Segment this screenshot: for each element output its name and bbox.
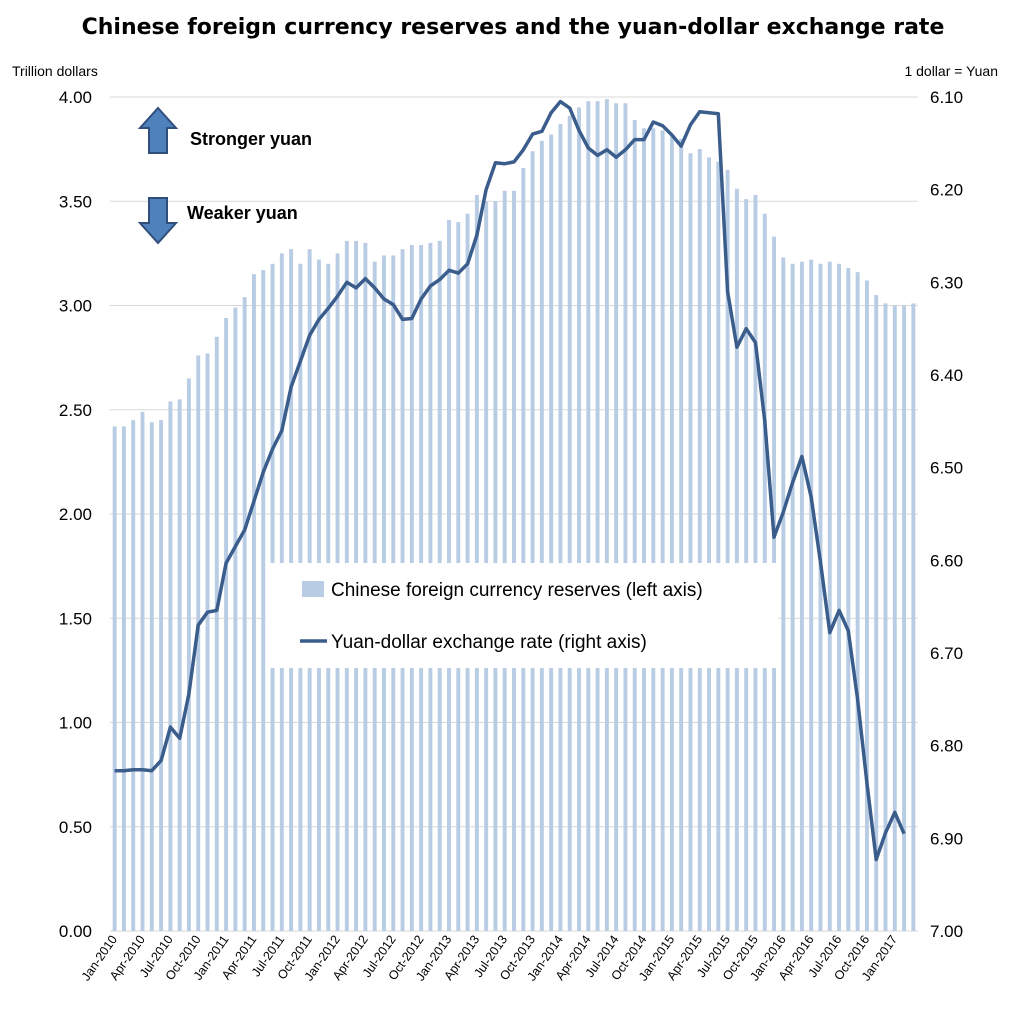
- reserve-bar: [874, 295, 879, 932]
- reserve-bar: [679, 138, 684, 931]
- reserve-bar: [595, 101, 600, 932]
- exchange-rate-line-layer: [114, 99, 906, 862]
- left-tick-label: 2.00: [59, 505, 92, 524]
- reserve-bar: [177, 399, 182, 932]
- left-tick-label: 0.00: [59, 922, 92, 941]
- reserve-bar: [669, 136, 674, 931]
- reserve-bar: [697, 149, 702, 932]
- stronger-yuan-label: Stronger yuan: [190, 129, 312, 149]
- x-axis-ticks: Jan-2010Apr-2010Jul-2010Oct-2010Jan-2011…: [79, 933, 901, 984]
- reserve-bar: [261, 270, 266, 931]
- reserve-bar: [911, 303, 916, 931]
- left-tick-label: 3.50: [59, 192, 92, 211]
- legend-line-label: Yuan-dollar exchange rate (right axis): [331, 632, 647, 653]
- right-tick-label: 6.90: [930, 829, 963, 848]
- reserve-bar: [864, 280, 869, 932]
- reserve-bar: [902, 305, 907, 931]
- reserve-bar: [809, 259, 814, 931]
- reserve-bar: [632, 119, 637, 932]
- reserve-bar: [121, 426, 126, 931]
- left-axis-label: Trillion dollars: [12, 63, 98, 79]
- reserve-bar: [604, 99, 609, 931]
- reserve-bar: [233, 307, 238, 932]
- reserve-bar: [502, 190, 507, 931]
- reserve-bar: [855, 272, 860, 931]
- legend-bar-swatch: [302, 581, 324, 597]
- left-tick-label: 4.00: [59, 88, 92, 107]
- reserve-bar: [725, 169, 730, 932]
- right-tick-label: 7.00: [930, 922, 963, 941]
- annotation-stronger: Stronger yuan: [137, 106, 312, 154]
- reserve-bar: [818, 263, 823, 931]
- right-tick-label: 6.70: [930, 644, 963, 663]
- legend: Chinese foreign currency reserves (left …: [300, 580, 703, 653]
- reserve-bar: [642, 128, 646, 931]
- right-axis-label: 1 dollar = Yuan: [904, 63, 998, 79]
- reserve-bar: [549, 134, 554, 931]
- left-axis-ticks: 0.00 0.50 1.00 1.50 2.00 2.50 3.00 3.50 4.00: [59, 88, 92, 941]
- reserve-bar: [112, 426, 117, 931]
- left-tick-label: 2.50: [59, 401, 92, 420]
- reserve-bar: [651, 128, 656, 931]
- reserve-bar: [131, 420, 136, 931]
- reserve-bar: [530, 151, 535, 931]
- reserve-bar: [734, 188, 739, 932]
- reserve-bar: [558, 124, 563, 932]
- reserve-bar: [539, 140, 544, 931]
- reserve-bar: [140, 411, 145, 932]
- legend-box: [266, 563, 778, 668]
- left-tick-label: 1.50: [59, 609, 92, 628]
- legend-background-layer: [266, 563, 778, 668]
- exchange-rate-line: [114, 99, 906, 862]
- reserve-bar: [567, 115, 572, 931]
- reserve-bar: [781, 257, 786, 931]
- reserve-bar: [707, 157, 711, 932]
- right-tick-label: 6.40: [930, 366, 963, 385]
- reserve-bar: [837, 263, 842, 931]
- reserve-bar: [149, 422, 154, 931]
- reserve-bar: [521, 167, 526, 931]
- weaker-yuan-label: Weaker yuan: [187, 203, 298, 223]
- right-tick-label: 6.60: [930, 551, 963, 570]
- right-tick-label: 6.80: [930, 737, 963, 756]
- left-tick-label: 0.50: [59, 818, 92, 837]
- right-tick-label: 6.10: [930, 88, 963, 107]
- reserve-bar: [688, 153, 693, 932]
- reserve-bar: [799, 261, 804, 932]
- reserve-bar: [224, 318, 229, 931]
- right-axis-ticks: 6.10 6.20 6.30 6.40 6.50 6.60 6.70 6.80 6.90 7.00: [930, 88, 963, 941]
- left-tick-label: 3.00: [59, 297, 92, 316]
- reserve-bar: [205, 353, 210, 932]
- reserve-bar: [614, 103, 619, 931]
- right-tick-label: 6.20: [930, 181, 963, 200]
- down-arrow-icon: [137, 197, 179, 245]
- reserve-bar: [186, 378, 191, 932]
- reserve-bar: [168, 401, 173, 931]
- reserve-bar: [892, 305, 897, 931]
- reserve-bar: [790, 263, 795, 931]
- reserve-bar: [159, 420, 164, 931]
- reserve-bar: [586, 101, 591, 932]
- chart-title: Chinese foreign currency reserves and th…: [82, 15, 945, 40]
- reserve-bar: [214, 336, 219, 931]
- up-arrow-icon: [137, 106, 179, 154]
- right-tick-label: 6.50: [930, 459, 963, 478]
- reserve-bar: [846, 267, 851, 932]
- annotation-weaker: Weaker yuan: [137, 197, 298, 245]
- reserve-bar: [660, 130, 665, 932]
- reserve-bar: [827, 261, 832, 932]
- reserve-bar: [242, 297, 247, 931]
- left-tick-label: 1.00: [59, 714, 92, 733]
- reserve-bar: [196, 355, 201, 931]
- reserve-bar: [512, 190, 516, 931]
- reserve-bars: [112, 99, 916, 932]
- reserve-bar: [883, 303, 888, 931]
- reserve-bar: [716, 161, 721, 931]
- reserve-bar: [577, 107, 581, 932]
- legend-bar-label: Chinese foreign currency reserves (left …: [331, 580, 703, 601]
- reserve-bar: [252, 274, 256, 932]
- reserve-bar: [623, 103, 628, 931]
- right-tick-label: 6.30: [930, 273, 963, 292]
